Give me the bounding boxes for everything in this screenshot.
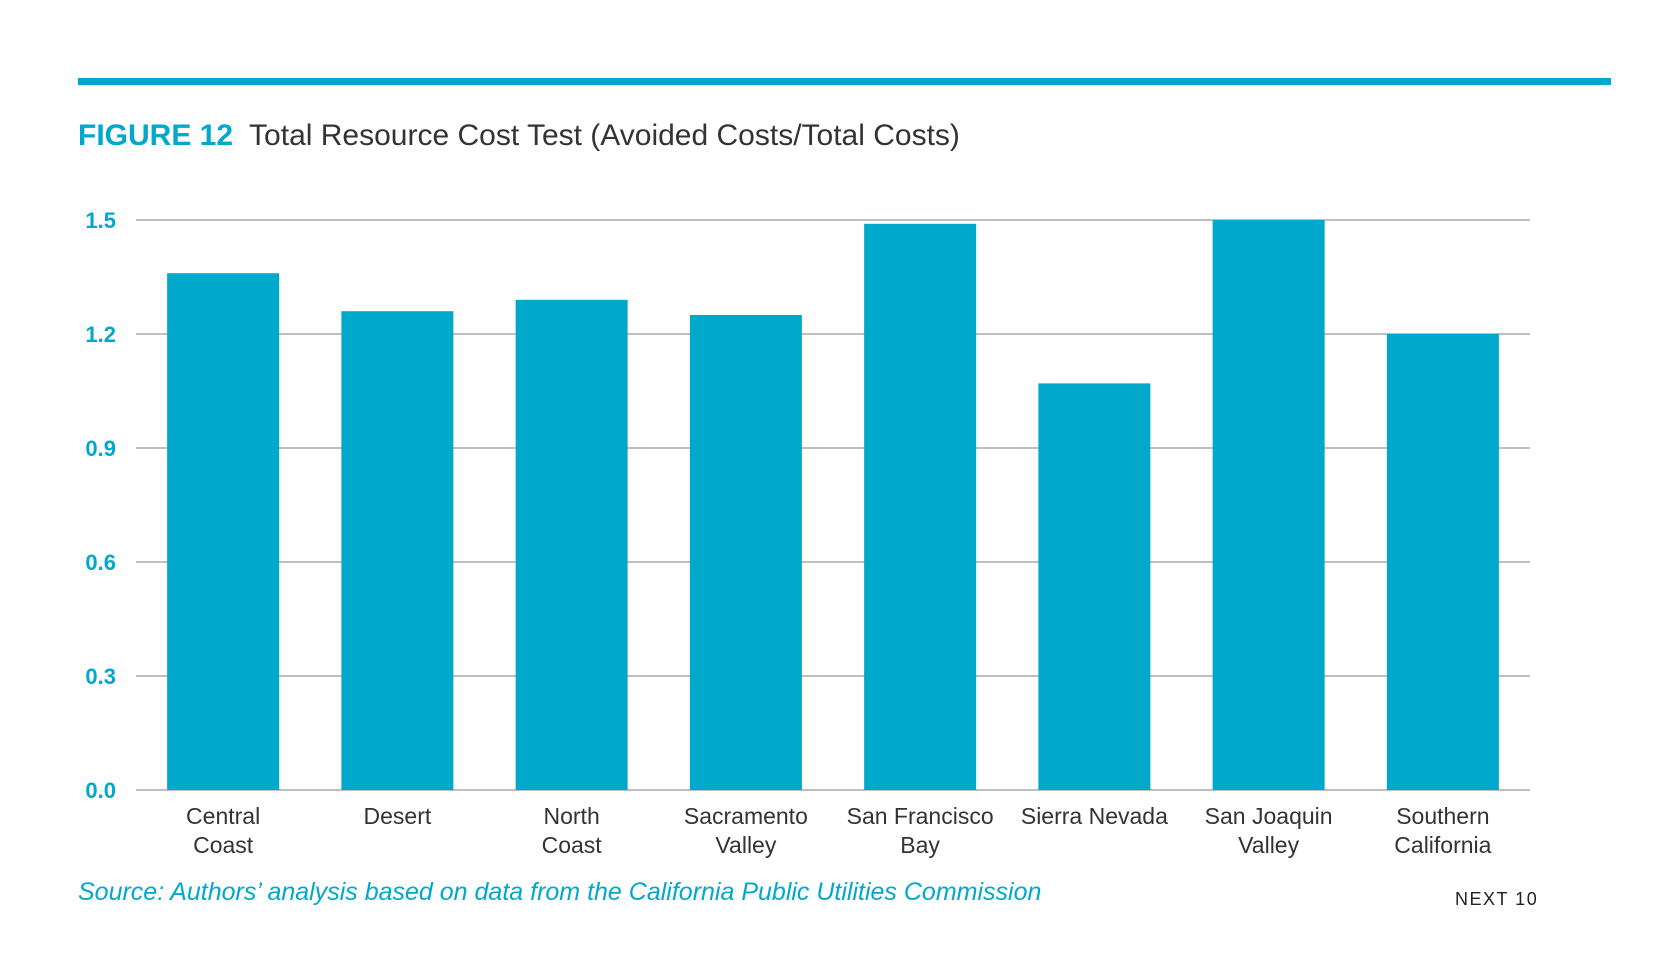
x-tick-label: Sierra Nevada xyxy=(1021,803,1168,829)
figure-title-text: Total Resource Cost Test (Avoided Costs/… xyxy=(249,119,960,152)
bar xyxy=(864,223,977,791)
bar xyxy=(1038,383,1151,790)
x-tick-label: North Coast xyxy=(542,803,603,858)
bar xyxy=(1212,220,1325,790)
source-note: Source: Authors’ analysis based on data … xyxy=(78,878,1042,906)
top-rule xyxy=(78,78,1611,85)
y-tick-label: 0.3 xyxy=(85,664,116,689)
y-tick-label: 1.5 xyxy=(85,208,116,233)
bar-chart: 0.0 0.3 0.6 0.9 1.2 1.5 Central Coast Desert Nor… xyxy=(85,208,1530,858)
x-tick-label: Central Coast xyxy=(186,803,260,858)
x-tick-label: Sacramento Valley xyxy=(684,803,808,858)
bars xyxy=(167,220,1499,791)
x-tick-label: Desert xyxy=(364,803,432,829)
x-tick-label: Southern California xyxy=(1394,803,1491,858)
brand-logo-text: NEXT 10 xyxy=(1455,889,1539,909)
x-tick-labels: Central Coast Desert North Coast Sacramento Va… xyxy=(186,803,1492,858)
y-tick-label: 0.6 xyxy=(85,550,116,575)
y-tick-label: 1.2 xyxy=(85,322,116,347)
bar xyxy=(341,311,454,790)
x-tick-label: San Joaquin Valley xyxy=(1205,803,1333,858)
y-tick-label: 0.0 xyxy=(85,778,116,803)
x-tick-label: San Francisco Bay xyxy=(847,803,994,858)
y-tick-label: 0.9 xyxy=(85,436,116,461)
figure-title: FIGURE 12 Total Resource Cost Test (Avoid… xyxy=(78,116,960,156)
bar xyxy=(515,299,628,790)
bar xyxy=(1386,334,1499,790)
bar xyxy=(689,315,802,790)
bar xyxy=(167,273,280,790)
figure-label: FIGURE 12 xyxy=(78,119,234,152)
y-tick-labels: 0.0 0.3 0.6 0.9 1.2 1.5 xyxy=(85,208,116,803)
